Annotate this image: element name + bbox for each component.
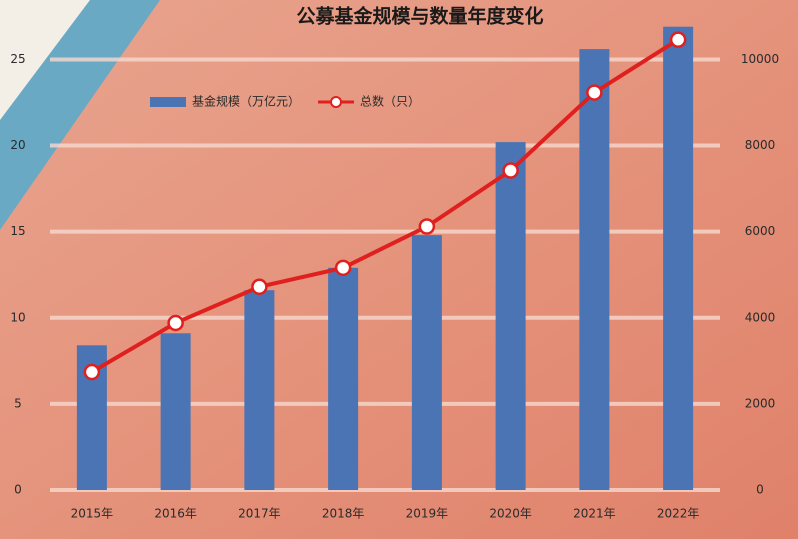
y2-tick-label: 0 <box>756 483 764 497</box>
bar <box>495 142 526 490</box>
x-tick-label: 2019年 <box>406 507 449 521</box>
y-tick-label: 10 <box>10 310 25 324</box>
line <box>90 37 680 374</box>
bar <box>160 333 191 490</box>
y-tick-label: 0 <box>14 483 22 497</box>
y2-tick-label: 10000 <box>741 52 779 66</box>
legend-label: 总数（只） <box>360 94 420 109</box>
bar <box>411 235 442 490</box>
y-tick-label: 25 <box>10 52 25 66</box>
legend-swatch <box>150 97 186 107</box>
x-tick-label: 2021年 <box>573 507 616 521</box>
line-marker <box>418 218 436 235</box>
line-marker <box>669 31 687 48</box>
x-tick-label: 2020年 <box>489 507 532 521</box>
y2-tick-label: 4000 <box>745 310 776 324</box>
legend-label: 基金规模（万亿元） <box>192 94 300 109</box>
y2-tick-label: 6000 <box>745 224 776 238</box>
line-marker <box>83 363 101 381</box>
x-tick-label: 2022年 <box>657 507 700 521</box>
chart-title: 公募基金规模与数量年度变化 <box>296 5 543 28</box>
legend-swatch <box>330 96 343 108</box>
line-marker <box>502 162 519 179</box>
x-tick-label: 2017年 <box>238 507 281 521</box>
y-tick-label: 15 <box>10 224 25 238</box>
bar <box>663 26 694 490</box>
bar <box>244 290 275 490</box>
line-marker <box>334 259 352 277</box>
x-tick-label: 2015年 <box>71 507 114 521</box>
x-tick-label: 2018年 <box>322 507 365 521</box>
bar <box>328 267 359 490</box>
y-tick-label: 20 <box>10 138 25 152</box>
bar <box>579 49 610 490</box>
y-tick-label: 5 <box>14 396 22 410</box>
x-tick-label: 2016年 <box>154 507 197 521</box>
line-marker <box>167 314 184 332</box>
decor-corner <box>0 0 90 120</box>
line-marker <box>251 278 268 296</box>
line-marker <box>586 84 603 101</box>
y2-tick-label: 2000 <box>745 396 776 410</box>
y2-tick-label: 8000 <box>745 138 776 152</box>
